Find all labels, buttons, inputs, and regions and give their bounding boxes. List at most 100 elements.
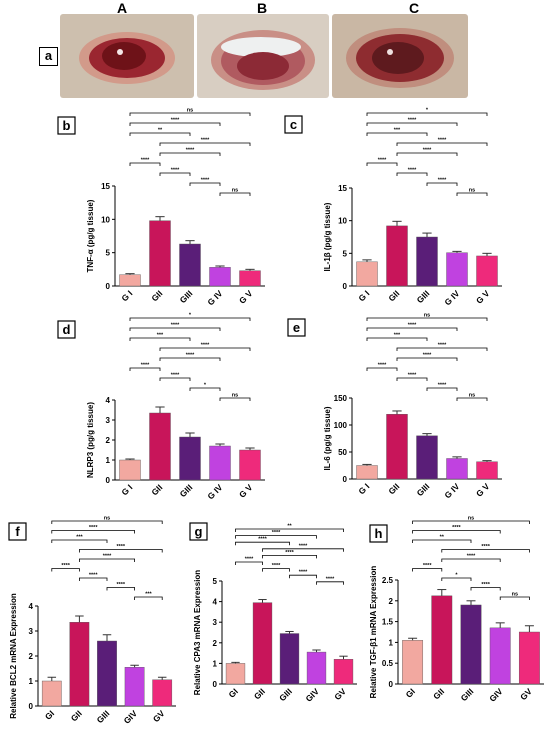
significance-label: **** bbox=[201, 178, 210, 184]
y-tick-label: 3 bbox=[213, 618, 218, 627]
y-axis-label: IL-1β (pg/g tissue) bbox=[323, 202, 332, 271]
significance-bracket bbox=[262, 548, 344, 552]
significance-label: **** bbox=[201, 343, 210, 349]
significance-label: *** bbox=[394, 333, 401, 339]
significance-label: **** bbox=[408, 373, 417, 379]
y-tick-label: 10 bbox=[101, 215, 110, 224]
x-tick-label: G IV bbox=[205, 482, 224, 501]
significance-bracket bbox=[366, 122, 458, 126]
y-axis-label: IL-6 (pg/g tissue) bbox=[323, 406, 332, 470]
y-tick-label: 150 bbox=[334, 394, 348, 403]
y-tick-label: 4 bbox=[213, 598, 218, 607]
significance-label: **** bbox=[408, 168, 417, 174]
y-tick-label: 3 bbox=[106, 416, 111, 425]
x-tick-label: GIII bbox=[415, 481, 432, 498]
x-tick-label: GI bbox=[404, 686, 417, 699]
significance-label: ns bbox=[424, 313, 430, 319]
y-tick-label: 1 bbox=[389, 638, 394, 647]
eye-photo-c bbox=[332, 14, 468, 98]
significance-bracket bbox=[396, 347, 488, 351]
significance-bracket bbox=[470, 587, 501, 591]
significance-bracket bbox=[159, 357, 221, 361]
y-tick-label: 2 bbox=[29, 652, 34, 661]
significance-label: **** bbox=[186, 148, 195, 154]
bar-giv bbox=[124, 667, 145, 707]
significance-bracket bbox=[412, 520, 530, 524]
significance-bracket bbox=[235, 528, 344, 532]
y-tick-label: 50 bbox=[338, 448, 347, 457]
significance-label: **** bbox=[285, 550, 294, 556]
eye-photo-b bbox=[197, 14, 329, 98]
y-tick-label: 4 bbox=[106, 396, 111, 405]
eye-photo-a bbox=[60, 14, 194, 98]
y-tick-label: 15 bbox=[338, 184, 347, 193]
significance-bracket bbox=[235, 535, 317, 539]
significance-label: **** bbox=[408, 118, 417, 124]
x-tick-label: GIII bbox=[415, 288, 432, 305]
significance-label: *** bbox=[157, 333, 164, 339]
significance-label: **** bbox=[201, 138, 210, 144]
significance-bracket bbox=[366, 317, 488, 321]
significance-bracket bbox=[366, 132, 428, 136]
x-tick-label: G V bbox=[237, 482, 255, 500]
significance-label: *** bbox=[394, 128, 401, 134]
chart-bcl2-mrna: f 0 1 2 3 4 Relative BCL2 mRNA Expression GI GII… bbox=[8, 516, 176, 726]
panel-tag-label: g bbox=[195, 524, 203, 539]
chart-tnf-alpha: b 0 5 10 15 TNF-α (pg/g tissue) G I GII GIII G IV… bbox=[57, 108, 265, 307]
bar-giii bbox=[460, 604, 482, 685]
significance-bracket bbox=[441, 577, 472, 581]
panel-tag-label: b bbox=[63, 118, 71, 133]
bar-gv bbox=[333, 659, 354, 685]
x-tick-label: GIV bbox=[122, 708, 140, 726]
y-tick-label: 0 bbox=[343, 475, 348, 484]
significance-label: **** bbox=[89, 573, 98, 579]
x-tick-label: GII bbox=[69, 708, 84, 723]
y-tick-label: 2 bbox=[213, 639, 218, 648]
significance-bracket bbox=[412, 530, 501, 534]
y-tick-label: 0 bbox=[106, 282, 111, 291]
significance-bracket bbox=[189, 182, 221, 186]
x-tick-label: GII bbox=[149, 288, 164, 303]
y-tick-label: 5 bbox=[343, 249, 348, 258]
x-tick-label: GV bbox=[332, 686, 348, 702]
significance-label: **** bbox=[272, 563, 281, 569]
significance-bracket bbox=[79, 577, 108, 581]
significance-label: * bbox=[204, 383, 207, 389]
y-axis-label: Relative CPA3 mRNA Expression bbox=[193, 570, 202, 695]
bar-gi bbox=[41, 680, 62, 707]
bar-gi bbox=[356, 261, 378, 287]
x-tick-label: GI bbox=[43, 708, 56, 721]
significance-label: **** bbox=[272, 530, 281, 536]
bar-gv bbox=[239, 270, 261, 287]
significance-bracket bbox=[366, 327, 458, 331]
significance-bracket bbox=[219, 192, 251, 196]
significance-label: **** bbox=[438, 178, 447, 184]
bar-giii bbox=[179, 243, 201, 287]
significance-label: *** bbox=[76, 535, 83, 541]
x-tick-label: G V bbox=[237, 288, 255, 306]
significance-bracket bbox=[456, 192, 488, 196]
bar-giv bbox=[209, 445, 231, 481]
bar-gi bbox=[119, 459, 141, 481]
significance-bracket bbox=[366, 162, 398, 166]
bar-gv bbox=[518, 631, 540, 685]
significance-label: **** bbox=[186, 353, 195, 359]
significance-label: *** bbox=[145, 592, 152, 598]
significance-label: **** bbox=[481, 544, 490, 550]
y-tick-label: 0 bbox=[343, 282, 348, 291]
significance-bracket bbox=[129, 112, 251, 116]
x-tick-label: GII bbox=[386, 288, 401, 303]
significance-label: **** bbox=[438, 138, 447, 144]
y-tick-label: 2 bbox=[389, 597, 394, 606]
y-tick-label: 10 bbox=[338, 217, 347, 226]
bar-giii bbox=[279, 633, 300, 685]
significance-label: **** bbox=[117, 582, 126, 588]
significance-label: **** bbox=[299, 570, 308, 576]
x-tick-label: GIII bbox=[178, 482, 195, 499]
significance-bracket bbox=[441, 558, 501, 562]
x-tick-label: G V bbox=[474, 288, 492, 306]
bar-gv bbox=[152, 679, 173, 707]
y-tick-label: 4 bbox=[29, 602, 34, 611]
bar-giv bbox=[446, 458, 468, 480]
